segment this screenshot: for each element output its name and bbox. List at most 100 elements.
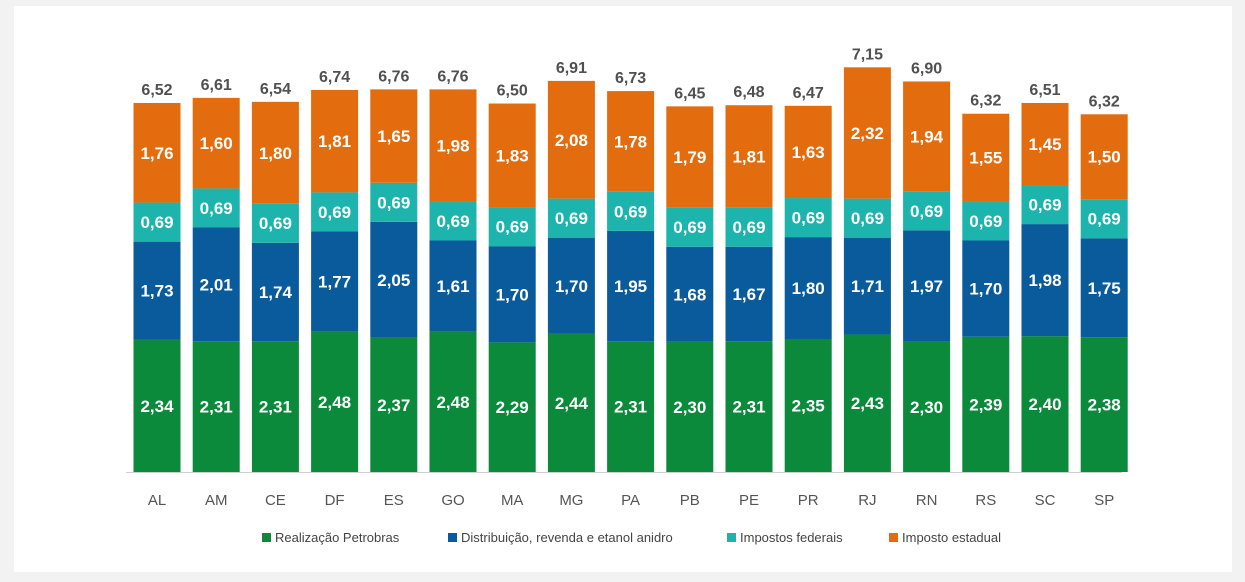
legend-swatch-1 [448, 533, 457, 542]
bar-segment-rj-s3 [843, 67, 891, 199]
data-label-ma-s3: 1,83 [496, 146, 529, 165]
data-label-al-s3: 1,76 [140, 144, 173, 163]
data-label-ce-s2: 0,69 [259, 214, 292, 233]
bar-segment-rs-s2 [962, 201, 1010, 241]
bar-segment-am-s2 [192, 188, 240, 228]
bar-segment-rj-s2 [843, 198, 891, 238]
legend-label-0: Realização Petrobras [275, 530, 400, 545]
bar-segment-mg-s0 [547, 333, 595, 472]
data-label-rj-s0: 2,43 [851, 394, 884, 413]
data-label-rs-s3: 1,55 [969, 149, 1002, 168]
x-tick-label-mg: MG [559, 492, 583, 509]
x-tick-label-pr: PR [798, 492, 819, 509]
bar-segment-ma-s2 [488, 207, 536, 247]
data-label-pa-s0: 2,31 [614, 398, 647, 417]
data-label-rn-s1: 1,97 [910, 277, 943, 296]
bar-segment-pe-s1 [725, 246, 773, 342]
bar-segment-go-s2 [429, 201, 477, 241]
data-label-mg-s2: 0,69 [555, 209, 588, 228]
bar-segment-ma-s3 [488, 103, 536, 208]
data-label-pb-s2: 0,69 [673, 218, 706, 237]
bar-segment-ce-s1 [251, 242, 299, 342]
data-label-pa-s2: 0,69 [614, 202, 647, 221]
data-label-ce-s1: 1,74 [259, 283, 293, 302]
total-label-df: 6,74 [319, 69, 350, 86]
bar-segment-rs-s3 [962, 113, 1010, 202]
bar-segment-mg-s2 [547, 198, 595, 238]
bar-segment-pr-s3 [784, 105, 832, 199]
total-label-rj: 7,15 [852, 46, 883, 63]
data-label-mg-s1: 1,70 [555, 277, 588, 296]
bar-segment-pr-s2 [784, 198, 832, 238]
bar-segment-go-s1 [429, 240, 477, 332]
x-tick-label-am: AM [205, 492, 228, 509]
bar-segment-pb-s2 [666, 207, 714, 247]
bar-segment-rn-s0 [903, 341, 951, 472]
bar-segment-rs-s1 [962, 240, 1010, 337]
data-label-pr-s2: 0,69 [792, 209, 825, 228]
data-label-rj-s1: 1,71 [851, 277, 884, 296]
data-label-sp-s2: 0,69 [1088, 210, 1121, 229]
data-label-es-s0: 2,37 [377, 396, 410, 415]
data-label-rs-s0: 2,39 [969, 395, 1002, 414]
bar-segment-sc-s0 [1021, 336, 1069, 472]
data-label-pa-s3: 1,78 [614, 132, 647, 151]
total-label-al: 6,52 [141, 82, 172, 99]
data-label-df-s3: 1,81 [318, 132, 351, 151]
data-label-pe-s3: 1,81 [732, 147, 765, 166]
x-tick-label-rj: RJ [858, 492, 876, 509]
bar-segment-sp-s0 [1080, 337, 1128, 472]
bar-segment-al-s2 [133, 202, 181, 242]
data-label-sp-s0: 2,38 [1088, 396, 1121, 415]
bar-segment-rs-s0 [962, 336, 1010, 472]
bar-segment-sc-s1 [1021, 224, 1069, 337]
bar-segment-pb-s1 [666, 246, 714, 342]
bar-segment-am-s1 [192, 227, 240, 342]
bar-segment-go-s3 [429, 89, 477, 202]
total-label-pe: 6,48 [733, 84, 764, 101]
bar-segment-sc-s3 [1021, 102, 1069, 186]
bar-segment-am-s3 [192, 97, 240, 189]
total-label-es: 6,76 [378, 68, 409, 85]
legend-label-3: Imposto estadual [902, 530, 1001, 545]
bar-segment-rn-s1 [903, 230, 951, 342]
bar-segment-sc-s2 [1021, 185, 1069, 225]
bar-segment-ce-s0 [251, 341, 299, 472]
data-label-sc-s3: 1,45 [1028, 135, 1061, 154]
bar-segment-df-s3 [311, 89, 359, 193]
bar-segment-mg-s3 [547, 80, 595, 199]
legend-swatch-0 [262, 533, 271, 542]
data-label-go-s1: 1,61 [436, 277, 469, 296]
bar-segment-rj-s0 [843, 334, 891, 472]
bar-segment-es-s2 [370, 182, 418, 222]
bar-segment-df-s2 [311, 192, 359, 232]
legend-swatch-3 [889, 533, 898, 542]
total-label-pb: 6,45 [674, 85, 705, 102]
total-label-am: 6,61 [201, 77, 232, 94]
data-label-rs-s1: 1,70 [969, 280, 1002, 299]
data-label-ma-s0: 2,29 [496, 398, 529, 417]
total-label-rn: 6,90 [911, 60, 942, 77]
data-label-go-s2: 0,69 [436, 212, 469, 231]
total-label-ce: 6,54 [260, 81, 291, 98]
bar-segment-mg-s1 [547, 237, 595, 334]
stacked-bar-chart: 2,34 1,73 0,69 1,76 6,52 AL 2,31 2,01 0,69 1,60 6,… [126, 46, 1128, 545]
legend-label-1: Distribuição, revenda e etanol anidro [461, 530, 673, 545]
bar-segment-ma-s0 [488, 342, 536, 472]
x-tick-label-pe: PE [739, 492, 759, 509]
x-tick-label-df: DF [325, 492, 345, 509]
total-label-ma: 6,50 [497, 83, 528, 100]
data-label-go-s0: 2,48 [436, 393, 469, 412]
data-label-ma-s1: 1,70 [496, 285, 529, 304]
bar-segment-rn-s3 [903, 81, 951, 192]
data-label-es-s1: 2,05 [377, 271, 410, 290]
bar-segment-rj-s1 [843, 237, 891, 335]
bar-segment-pa-s1 [607, 230, 655, 342]
total-label-rs: 6,32 [970, 93, 1001, 110]
data-label-rj-s2: 0,69 [851, 209, 884, 228]
total-label-go: 6,76 [437, 68, 468, 85]
legend-label-2: Impostos federais [740, 530, 843, 545]
data-label-rs-s2: 0,69 [969, 212, 1002, 231]
x-tick-label-es: ES [384, 492, 404, 509]
data-label-df-s1: 1,77 [318, 273, 351, 292]
